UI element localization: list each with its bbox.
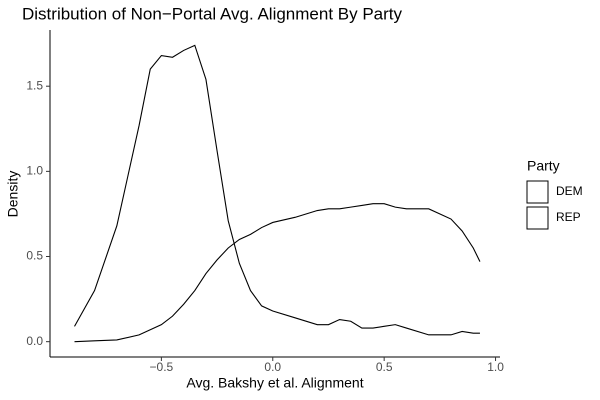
legend-key (526, 180, 549, 204)
x-tick-label: 0.5 (376, 360, 393, 374)
density-line (74, 203, 481, 343)
y-tick-label: 0.0 (26, 334, 43, 348)
x-tick-label: 1.0 (487, 360, 504, 374)
legend-label: DEM (556, 184, 583, 198)
legend-label: REP (556, 210, 581, 224)
y-tick-label: 1.0 (26, 164, 43, 178)
x-tick-label: 0.0 (264, 360, 281, 374)
y-tick-label: 0.5 (26, 249, 43, 263)
x-tick-label: −0.5 (150, 360, 174, 374)
legend-title: Party (527, 158, 560, 174)
legend-key (526, 206, 549, 230)
chart-title: Distribution of Non−Portal Avg. Alignmen… (22, 4, 403, 23)
density-line (74, 44, 480, 336)
x-axis-title: Avg. Bakshy et al. Alignment (186, 375, 363, 391)
y-axis-title: Density (5, 171, 21, 218)
y-tick-label: 1.5 (26, 78, 43, 92)
